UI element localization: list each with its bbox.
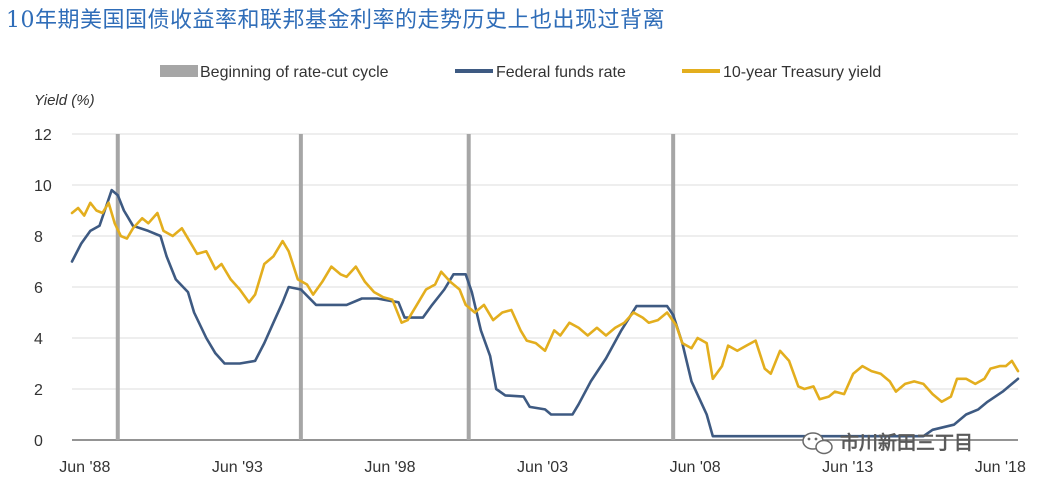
y-tick-label: 10 xyxy=(34,178,52,195)
x-tick-label: Jun '98 xyxy=(364,459,415,476)
legend-label-fed-funds: Federal funds rate xyxy=(496,64,626,81)
y-tick-label: 0 xyxy=(34,433,43,450)
x-tick-label: Jun '13 xyxy=(822,459,873,476)
series-lines xyxy=(70,188,1020,438)
y-tick-label: 12 xyxy=(34,127,52,144)
grid-lines xyxy=(72,133,1018,441)
x-tick-label: Jun '08 xyxy=(670,459,721,476)
y-axis-ticks: 0 2 4 6 8 10 12 xyxy=(34,127,52,450)
y-tick-label: 2 xyxy=(34,382,43,399)
x-tick-label: Jun '88 xyxy=(59,459,110,476)
watermark: 市川新田三丁目 xyxy=(802,431,973,455)
page-title: 10年期美国国债收益率和联邦基金利率的走势历史上也出现过背离 xyxy=(6,8,665,33)
treasury-yield-line xyxy=(70,201,1020,404)
legend-swatch-fed-funds xyxy=(455,69,493,73)
x-tick-label: Jun '93 xyxy=(212,459,263,476)
y-tick-label: 4 xyxy=(34,331,43,348)
x-tick-label: Jun '03 xyxy=(517,459,568,476)
y-tick-label: 8 xyxy=(34,229,43,246)
x-tick-label: Jun '18 xyxy=(975,459,1026,476)
wechat-icon xyxy=(802,432,833,455)
legend-label-treasury: 10-year Treasury yield xyxy=(723,64,881,81)
legend-swatch-treasury xyxy=(682,69,720,73)
chart-legend: Beginning of rate-cut cycle Federal fund… xyxy=(160,64,881,81)
watermark-text: 市川新田三丁目 xyxy=(840,431,973,454)
fed-funds-line xyxy=(70,188,1020,438)
y-tick-label: 6 xyxy=(34,280,43,297)
y-axis-title: Yield (%) xyxy=(34,92,95,109)
legend-label-rate-cut-cycle: Beginning of rate-cut cycle xyxy=(200,64,389,81)
legend-swatch-rate-cut-cycle xyxy=(160,65,198,77)
x-axis-ticks: Jun '88 Jun '93 Jun '98 Jun '03 Jun '08 Jun '… xyxy=(59,459,1026,476)
